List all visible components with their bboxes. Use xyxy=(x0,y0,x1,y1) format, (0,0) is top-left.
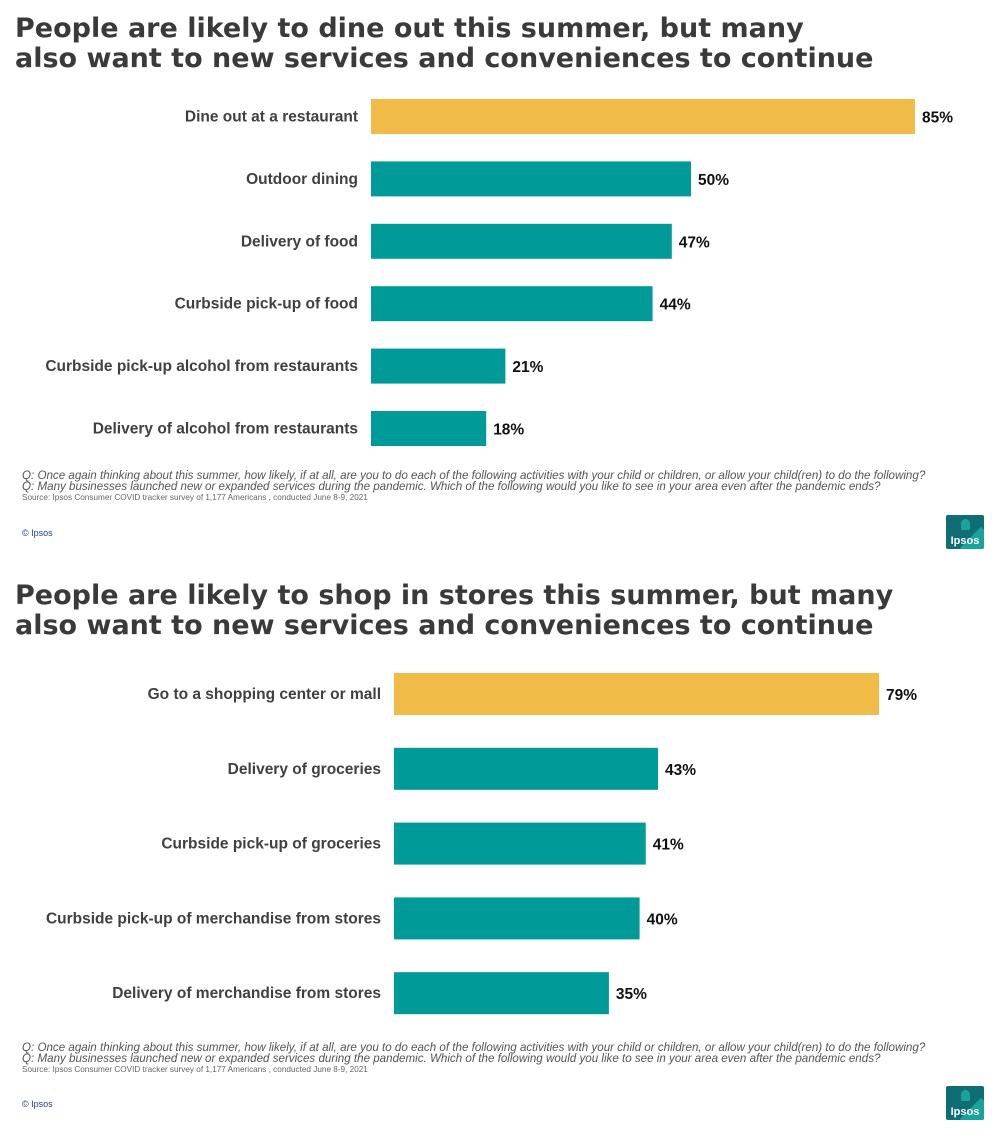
question-note-2: Q: Many businesses launched new or expan… xyxy=(22,1052,881,1065)
question-note-1: Q: Once again thinking about this summer… xyxy=(22,1041,926,1054)
ipsos-logo-text: Ipsos xyxy=(950,535,980,547)
value-label-0-0: 85% xyxy=(922,110,953,127)
bar-1-1 xyxy=(394,747,659,790)
category-label-1-4: Delivery of merchandise from stores xyxy=(112,985,381,1002)
chart-title-line-2: also want to new services and convenienc… xyxy=(15,43,874,74)
ipsos-logo-text: Ipsos xyxy=(950,1106,980,1118)
source-note: Source: Ipsos Consumer COVID tracker sur… xyxy=(22,493,368,502)
chart-notes: Q: Once again thinking about this summer… xyxy=(22,470,982,503)
value-label-0-4: 21% xyxy=(512,359,543,376)
bar-0-4 xyxy=(371,348,506,384)
bar-0-3 xyxy=(371,286,653,322)
category-label-0-1: Outdoor dining xyxy=(246,171,358,188)
question-note-2: Q: Many businesses launched new or expan… xyxy=(22,480,881,493)
ipsos-logo: Ipsos xyxy=(946,515,984,549)
category-label-0-4: Curbside pick-up alcohol from restaurant… xyxy=(45,358,358,375)
category-label-1-2: Curbside pick-up of groceries xyxy=(161,836,381,853)
bar-chart-shopping: Go to a shopping center or mall 79% Delive… xyxy=(46,673,917,1015)
copyright-text: © Ipsos xyxy=(22,1099,53,1109)
chart-panel-dining: People are likely to dine out this summe… xyxy=(15,14,984,549)
bar-0-2 xyxy=(371,223,672,259)
chart-title-line-2: also want to new services and convenienc… xyxy=(15,610,874,641)
bar-1-0 xyxy=(394,673,880,715)
chart-notes: Q: Once again thinking about this summer… xyxy=(22,1042,982,1075)
value-label-0-5: 18% xyxy=(493,422,524,439)
chart-title: People are likely to dine out this summe… xyxy=(15,14,975,74)
category-label-0-2: Delivery of food xyxy=(241,233,358,250)
category-label-0-3: Curbside pick-up of food xyxy=(175,296,358,313)
ipsos-logo: Ipsos xyxy=(946,1086,984,1120)
bar-0-5 xyxy=(371,411,487,446)
copyright-text: © Ipsos xyxy=(22,528,53,538)
bar-chart-dining: Dine out at a restaurant 85% Outdoor dinin… xyxy=(45,99,953,446)
question-note-1: Q: Once again thinking about this summer… xyxy=(22,469,926,482)
value-label-1-4: 35% xyxy=(616,986,647,1003)
category-label-0-0: Dine out at a restaurant xyxy=(185,109,358,126)
value-label-0-2: 47% xyxy=(679,234,710,251)
bar-1-3 xyxy=(394,897,640,940)
chart-title-line-1: People are likely to dine out this summe… xyxy=(15,13,804,44)
value-label-1-0: 79% xyxy=(886,687,917,704)
category-label-1-0: Go to a shopping center or mall xyxy=(148,686,381,703)
chart-title: People are likely to shop in stores this… xyxy=(15,581,975,641)
chart-title-line-1: People are likely to shop in stores this… xyxy=(15,580,894,611)
bar-0-1 xyxy=(371,161,691,197)
value-label-1-3: 40% xyxy=(647,911,678,928)
bar-0-0 xyxy=(371,99,915,134)
value-label-1-2: 41% xyxy=(653,837,684,854)
category-label-1-1: Delivery of groceries xyxy=(228,761,381,778)
bar-1-4 xyxy=(394,972,609,1015)
value-label-0-3: 44% xyxy=(660,297,691,314)
category-label-1-3: Curbside pick-up of merchandise from sto… xyxy=(46,910,381,927)
source-note: Source: Ipsos Consumer COVID tracker sur… xyxy=(22,1065,368,1074)
value-label-1-1: 43% xyxy=(665,762,696,779)
value-label-0-1: 50% xyxy=(698,172,729,189)
chart-panel-shopping: People are likely to shop in stores this… xyxy=(0,567,1000,1134)
bar-1-2 xyxy=(394,822,646,865)
category-label-0-5: Delivery of alcohol from restaurants xyxy=(93,421,358,438)
